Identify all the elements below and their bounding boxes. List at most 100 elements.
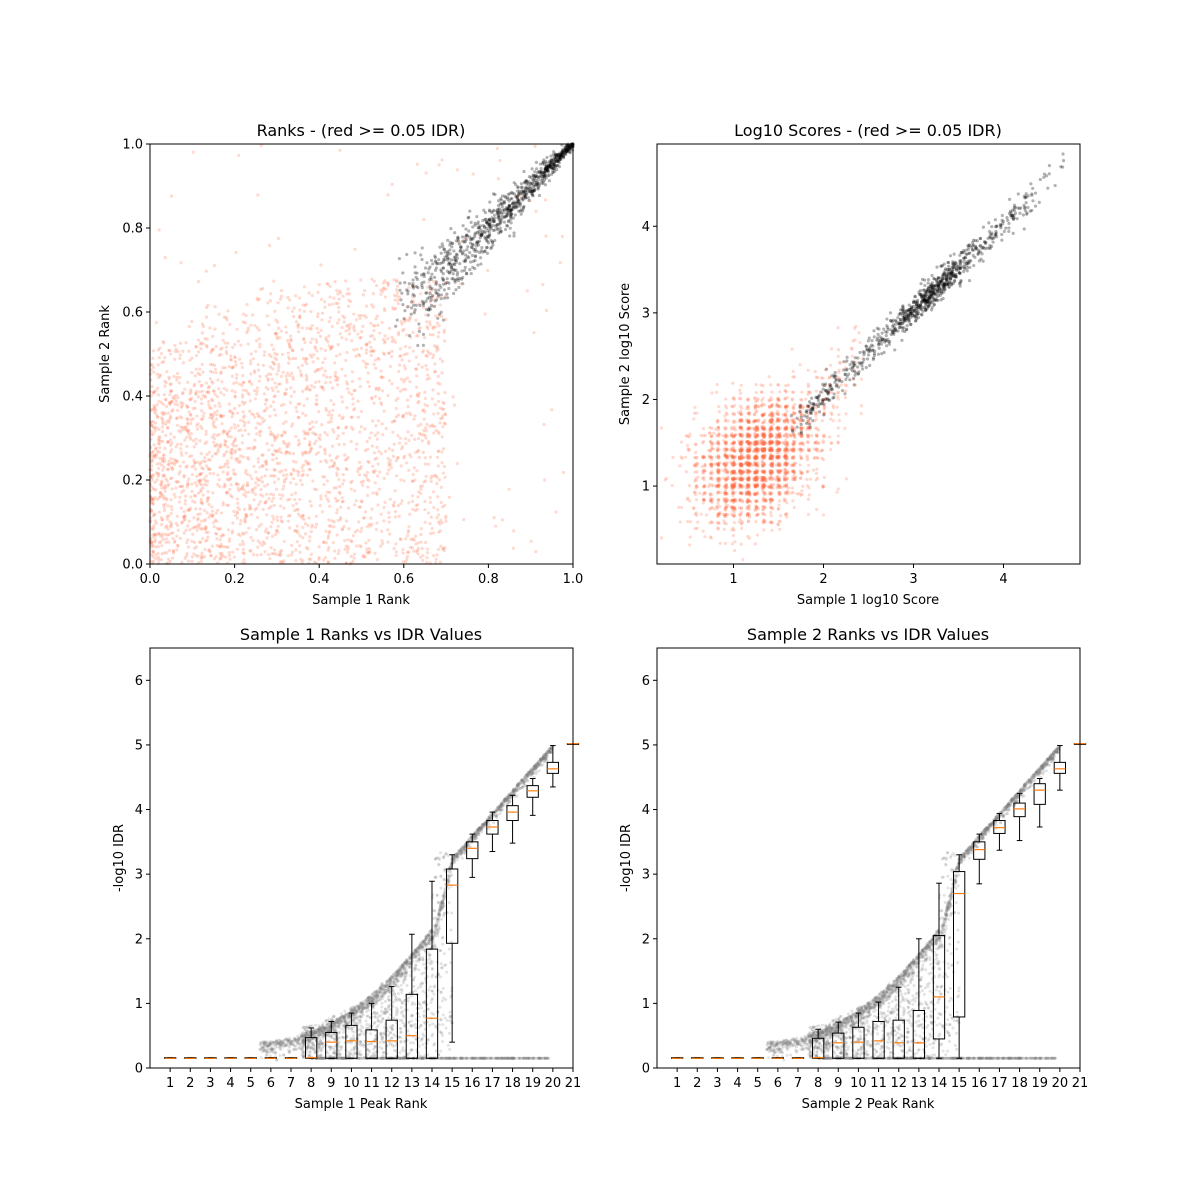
scatter-point (193, 384, 196, 387)
scatter-point (186, 538, 189, 541)
scatter-point (401, 303, 404, 306)
scatter-point (310, 553, 313, 556)
scatter-point (407, 501, 410, 504)
scatter-point (277, 366, 280, 369)
scatter-point (249, 507, 252, 510)
scatter-point (413, 466, 416, 469)
scatter-point (452, 292, 455, 295)
scatter-point (180, 507, 183, 510)
scatter-point (217, 387, 220, 390)
scatter-point (402, 552, 405, 555)
scatter-point (323, 431, 326, 434)
scatter-point (464, 240, 467, 243)
scatter-point (234, 426, 237, 429)
scatter-point (189, 422, 192, 425)
scatter-point (408, 334, 411, 337)
scatter-point (311, 324, 314, 327)
scatter-point (435, 516, 438, 519)
scatter-point (406, 555, 409, 558)
scatter-point (485, 220, 488, 223)
scatter-point (778, 390, 781, 393)
scatter-point (510, 197, 513, 200)
scatter-point (717, 521, 720, 524)
scatter-point (791, 499, 794, 502)
scatter-point (263, 410, 266, 413)
scatter-point (409, 316, 412, 319)
scatter-point (373, 280, 376, 283)
scatter-point (249, 362, 252, 365)
scatter-point (299, 558, 302, 561)
scatter-point (475, 215, 478, 218)
scatter-point (289, 386, 292, 389)
scatter-point (738, 514, 741, 517)
scatter-point (254, 397, 257, 400)
scatter-point (550, 173, 553, 176)
scatter-point (299, 551, 302, 554)
scatter-point (214, 368, 217, 371)
scatter-point (328, 303, 331, 306)
scatter-point (170, 508, 173, 511)
scatter-point (709, 493, 712, 496)
scatter-point (356, 400, 359, 403)
scatter-point (339, 332, 342, 335)
scatter-point (226, 309, 229, 312)
scatter-point (362, 360, 365, 363)
scatter-point (313, 386, 316, 389)
scatter-point (372, 292, 375, 295)
scatter-point (321, 475, 324, 478)
scatter-point (699, 434, 702, 437)
scatter-point (235, 377, 238, 380)
scatter-point (417, 322, 420, 325)
scatter-point (213, 264, 216, 267)
scatter-point (421, 559, 424, 562)
scatter-point (396, 434, 399, 437)
scatter-point (183, 474, 186, 477)
scatter-point (436, 345, 439, 348)
scatter-point (327, 537, 330, 540)
scatter-point (318, 545, 321, 548)
scatter-point (812, 469, 815, 472)
scatter-point (468, 251, 471, 254)
scatter-point (277, 237, 280, 240)
scatter-point (731, 542, 734, 545)
scatter-point (345, 406, 348, 409)
scatter-point (268, 353, 271, 356)
scatter-point (215, 537, 218, 540)
scatter-point (179, 465, 182, 468)
scatter-point (367, 461, 370, 464)
scatter-point (294, 491, 297, 494)
scatter-point (216, 509, 219, 512)
scatter-point (440, 297, 443, 300)
scatter-point (180, 491, 183, 494)
scatter-point (205, 433, 208, 436)
scatter-point (159, 540, 162, 543)
scatter-point (452, 249, 455, 252)
scatter-point (350, 480, 353, 483)
x-tick-label: 0.4 (309, 572, 330, 587)
scatter-point (335, 355, 338, 358)
scatter-point (259, 500, 262, 503)
scatter-point (712, 507, 715, 510)
scatter-point (295, 502, 298, 505)
scatter-point (236, 424, 239, 427)
scatter-point (371, 349, 374, 352)
scatter-point (164, 434, 167, 437)
y-tick-label: 0.0 (122, 558, 143, 573)
scatter-point (390, 350, 393, 353)
scatter-point (295, 320, 298, 323)
scatter-point (265, 493, 268, 496)
scatter-point (298, 498, 301, 501)
scatter-point (152, 560, 155, 563)
scatter-point (857, 331, 860, 334)
scatter-point (219, 348, 222, 351)
scatter-point (165, 370, 168, 373)
scatter-point (281, 488, 284, 491)
scatter-point (171, 531, 174, 534)
scatter-point (688, 435, 691, 438)
scatter-point (239, 543, 242, 546)
scatter-point (345, 292, 348, 295)
scatter-point (395, 474, 398, 477)
scatter-point (195, 484, 198, 487)
scatter-point (167, 558, 170, 561)
